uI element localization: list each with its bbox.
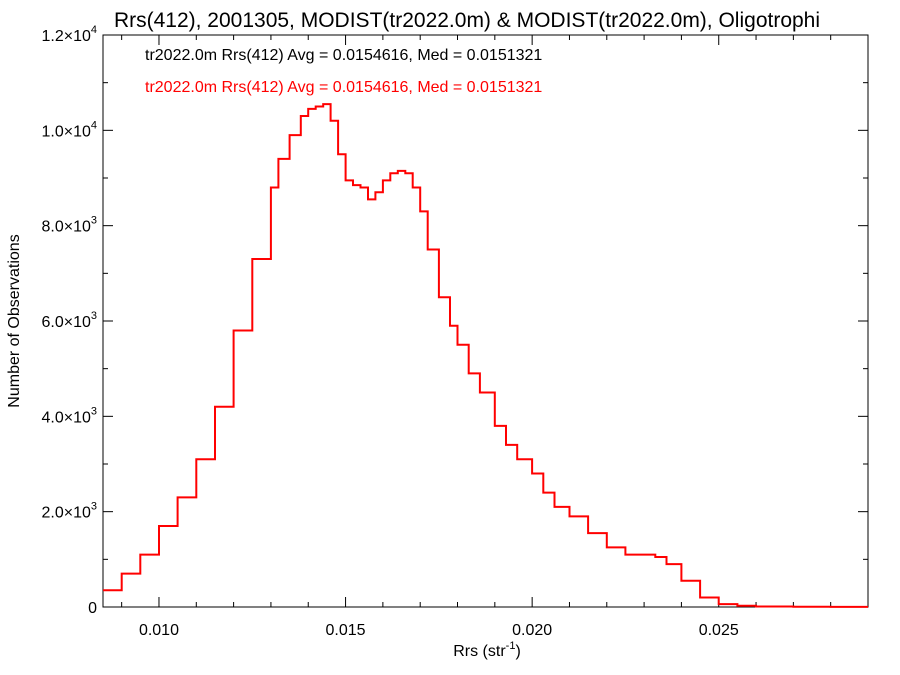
y-tick-label: 0	[88, 600, 97, 617]
annotation-black: tr2022.0m Rrs(412) Avg = 0.0154616, Med …	[145, 47, 542, 64]
annotation-red: tr2022.0m Rrs(412) Avg = 0.0154616, Med …	[145, 79, 542, 96]
plot-frame	[102, 34, 869, 608]
y-tick-label: 1.0×104	[41, 119, 97, 140]
x-tick-label: 0.020	[512, 622, 552, 639]
x-tick-label: 0.025	[699, 622, 739, 639]
x-tick-label: 0.015	[326, 622, 366, 639]
chart-title: Rrs(412), 2001305, MODIST(tr2022.0m) & M…	[114, 9, 820, 32]
y-tick-label: 1.2×104	[41, 24, 97, 45]
axis-ticks	[103, 34, 869, 608]
x-axis-label-text: Rrs (str	[453, 643, 506, 660]
y-tick-label: 8.0×103	[41, 215, 97, 236]
y-axis-label: Number of Observations	[6, 234, 23, 407]
series-line	[103, 103, 868, 608]
x-axis-label-sup: -1	[506, 640, 516, 652]
x-axis-label: Rrs (str-1)	[453, 640, 521, 660]
x-axis-label-end: )	[515, 643, 520, 660]
x-tick-label: 0.010	[139, 622, 179, 639]
y-tick-label: 4.0×103	[41, 405, 97, 426]
y-tick-label: 2.0×103	[41, 501, 97, 522]
y-tick-label: 6.0×103	[41, 310, 97, 331]
axis-tick-labels: 0.010 0.015 0.020 0.025 0 2.0×103 4.0×103 6.0×1…	[41, 24, 738, 639]
